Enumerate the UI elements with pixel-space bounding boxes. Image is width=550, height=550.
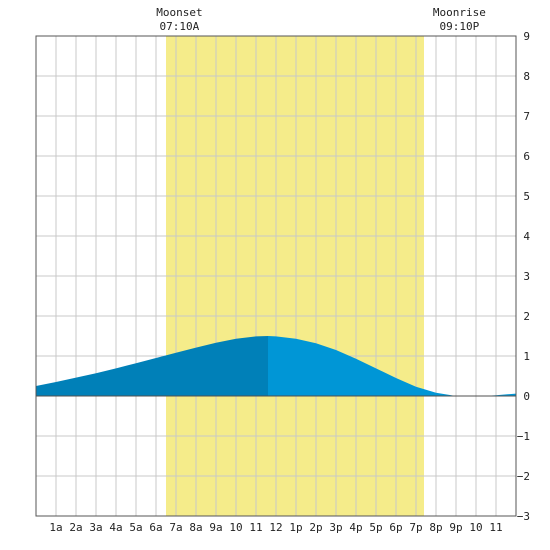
x-tick-label: 5a [129,521,142,534]
x-tick-label: 1a [49,521,62,534]
plot-frame [35,35,517,517]
x-tick-label: 3a [89,521,102,534]
x-tick-label: 2p [309,521,322,534]
x-tick-label: 3p [329,521,342,534]
y-tick-label: −2 [517,470,530,483]
y-tick-label: 1 [523,350,530,363]
moonset-title: Moonset [156,6,202,19]
x-tick-label: 10 [229,521,242,534]
y-tick-label: 9 [523,30,530,43]
x-tick-label: 11 [249,521,262,534]
moonrise-title: Moonrise [433,6,486,19]
x-tick-label: 12 [269,521,282,534]
y-tick-label: −1 [517,430,530,443]
y-tick-label: 8 [523,70,530,83]
y-tick-label: 6 [523,150,530,163]
y-tick-label: 2 [523,310,530,323]
x-tick-label: 6p [389,521,402,534]
y-tick-label: −3 [517,510,530,523]
moonset-time: 07:10A [160,20,200,33]
x-tick-label: 4p [349,521,362,534]
x-tick-label: 7a [169,521,182,534]
x-tick-label: 6a [149,521,162,534]
x-tick-label: 10 [469,521,482,534]
tide-area-rising [36,336,268,396]
x-tick-label: 4a [109,521,122,534]
x-tick-label: 8a [189,521,202,534]
x-tick-label: 8p [429,521,442,534]
x-tick-label: 9a [209,521,222,534]
y-tick-label: 0 [523,390,530,403]
x-tick-label: 2a [69,521,82,534]
y-tick-label: 7 [523,110,530,123]
x-tick-label: 5p [369,521,382,534]
x-tick-label: 11 [489,521,502,534]
tide-area-falling [268,336,516,397]
y-tick-label: 4 [523,230,530,243]
y-tick-label: 5 [523,190,530,203]
x-tick-label: 1p [289,521,302,534]
x-tick-label: 9p [449,521,462,534]
y-tick-label: 3 [523,270,530,283]
x-tick-label: 7p [409,521,422,534]
moonrise-time: 09:10P [440,20,480,33]
